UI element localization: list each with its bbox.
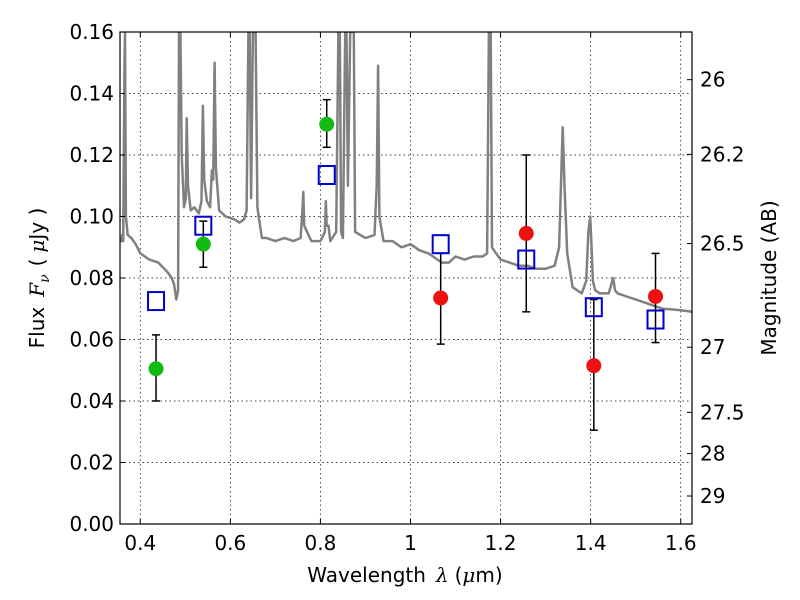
y-tick-label-2: 0.04 — [69, 389, 114, 413]
spectrum-line — [120, 32, 692, 314]
marker-layer — [147, 116, 665, 377]
y-tick-label-5: 0.10 — [69, 205, 114, 229]
y2-axis-label: Magnitude (AB) — [757, 200, 781, 355]
green-point-2 — [319, 116, 335, 132]
x-tick-label-0: 0.4 — [124, 531, 156, 555]
y-axis-label: FluxFν(μJy ) — [25, 208, 53, 349]
y2-tick-label-3: 27 — [700, 335, 725, 359]
model-square-3 — [431, 234, 450, 255]
red-point-2 — [586, 358, 602, 374]
y2-tick-label-6: 29 — [700, 484, 725, 508]
y2-tick-label-4: 27.5 — [700, 400, 745, 424]
model-square-5 — [584, 297, 603, 318]
x-tick-label-6: 1.6 — [665, 531, 697, 555]
x-tick-label-3: 1 — [404, 531, 417, 555]
spectrum-layer — [120, 32, 692, 314]
y2-tick-label-0: 26 — [700, 68, 725, 92]
red-point-0 — [433, 290, 449, 306]
model-square-0 — [147, 291, 166, 312]
x-tick-label-1: 0.6 — [214, 531, 246, 555]
y-tick-label-3: 0.06 — [69, 328, 114, 352]
y-axis: 0.00 0.02 0.04 0.06 0.08 0.10 0.12 0.14 0.16 — [69, 20, 125, 536]
y2-tick-label-5: 28 — [700, 442, 725, 466]
model-square-2 — [317, 164, 336, 185]
x-axis: 0.4 0.6 0.8 1 1.2 1.4 1.6 — [124, 32, 697, 555]
green-point-0 — [148, 361, 164, 377]
x-axis-label: Wavelength λ (μm) — [307, 563, 502, 587]
red-point-3 — [648, 288, 664, 304]
y-tick-label-4: 0.08 — [69, 266, 114, 290]
x-tick-label-4: 1.2 — [485, 531, 517, 555]
y-tick-label-8: 0.16 — [69, 20, 114, 44]
y2-axis: 26 26.2 26.5 27 27.5 28 29 — [687, 68, 745, 508]
green-point-1 — [195, 236, 211, 252]
x-tick-label-5: 1.4 — [575, 531, 607, 555]
y-tick-label-1: 0.02 — [69, 451, 114, 475]
y-tick-label-0: 0.00 — [69, 512, 114, 536]
model-square-1 — [194, 215, 213, 236]
y-tick-label-7: 0.14 — [69, 82, 114, 106]
model-square-4 — [517, 249, 536, 270]
model-square-6 — [646, 309, 665, 330]
y2-tick-label-1: 26.2 — [700, 142, 745, 166]
red-point-1 — [518, 225, 534, 241]
y2-tick-label-2: 26.5 — [700, 232, 745, 256]
y-tick-label-6: 0.12 — [69, 143, 114, 167]
x-tick-label-2: 0.8 — [305, 531, 337, 555]
